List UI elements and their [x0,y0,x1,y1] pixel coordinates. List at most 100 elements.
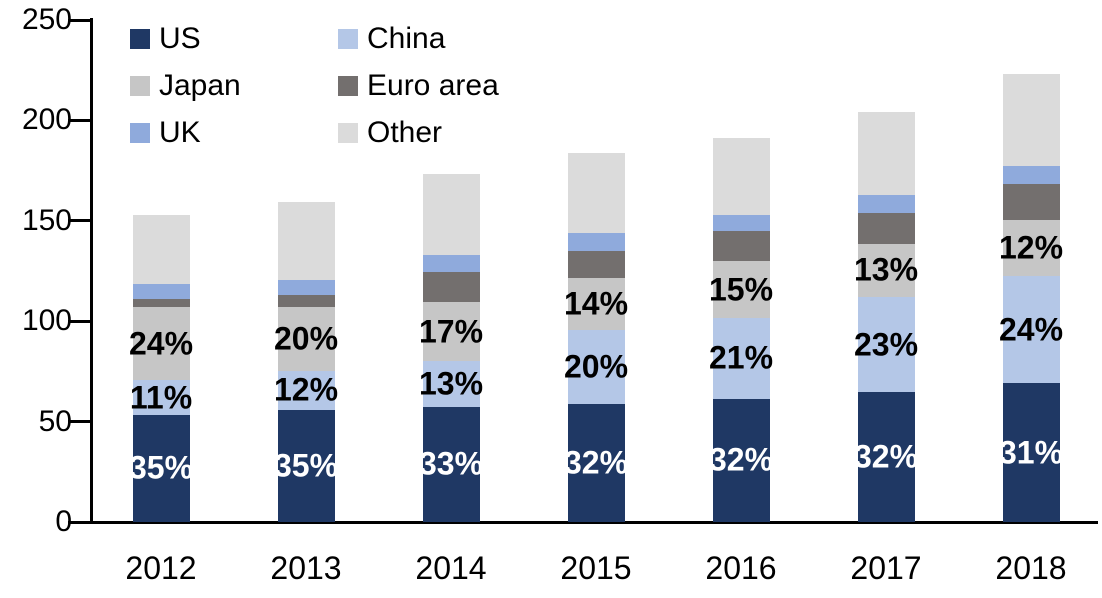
y-tick-label: 0 [55,505,72,538]
bar-segment-uk-2014 [422,254,480,272]
bar-segment-euro-area-2018 [1002,183,1060,220]
legend-label: Euro area [367,69,499,102]
bar-segment-euro-area-2017 [857,212,915,244]
y-tick-mark [68,319,90,323]
x-tick-label: 2018 [995,550,1067,586]
x-tick-label: 2013 [270,550,342,586]
bar-segment-uk-2013 [277,280,335,296]
legend-swatch-icon [130,76,150,96]
legend-swatch-icon [338,29,358,49]
bar-segment-us-2012 [132,414,190,522]
bar-segment-euro-area-2013 [277,295,335,308]
segment-label: 32% [708,441,774,478]
segment-label: 24% [128,325,194,362]
bar-segment-japan-2018 [1002,219,1060,276]
y-tick-label: 50 [38,404,72,438]
bar-segment-japan-2014 [422,302,480,362]
segment-label: 24% [998,311,1064,348]
legend-item-euro-area: Euro area [338,69,499,103]
x-tick-label: 2016 [705,550,777,586]
y-tick-label: 100 [21,304,72,338]
legend-swatch-icon [338,123,358,143]
bar-segment-other-2013 [277,201,335,281]
bar-segment-other-2012 [132,214,190,285]
bar-segment-euro-area-2016 [712,230,770,261]
segment-label: 31% [998,434,1064,471]
segment-label: 33% [418,445,484,482]
x-axis-line [90,521,1098,524]
bar-segment-japan-2015 [567,278,625,331]
segment-label: 32% [563,444,629,481]
segment-label: 35% [273,447,339,484]
segment-label: 32% [853,438,919,475]
bar-segment-euro-area-2014 [422,272,480,303]
y-tick-mark [68,520,90,524]
bar-segment-china-2012 [132,380,190,415]
segment-label: 20% [273,320,339,357]
bar-segment-china-2015 [567,330,625,404]
legend-item-china: China [338,22,499,56]
legend-item-us: US [130,22,338,56]
y-axis-line [90,18,93,524]
bar-segment-uk-2015 [567,232,625,251]
bar-segment-other-2017 [857,112,915,195]
bar-segment-china-2017 [857,297,915,393]
legend-label: Other [367,116,443,149]
legend-label: US [159,22,201,55]
bar-segment-japan-2017 [857,243,915,298]
x-tick-label: 2012 [125,550,197,586]
bar-segment-other-2016 [712,138,770,215]
y-tick-label: 200 [21,103,72,137]
x-tick-label: 2015 [560,550,632,586]
legend-swatch-icon [338,76,358,96]
x-tick-label: 2014 [415,550,487,586]
legend-label: China [367,22,446,55]
y-tick-mark [68,219,90,223]
legend-item-japan: Japan [130,69,338,103]
legend-label: Japan [159,69,241,102]
segment-label: 11% [129,379,193,415]
bar-segment-euro-area-2015 [567,250,625,278]
y-tick-label: 150 [21,203,72,237]
bar-segment-euro-area-2012 [132,299,190,308]
segment-label: 12% [998,229,1064,266]
segment-label: 21% [708,339,774,376]
segment-label: 12% [273,371,339,408]
bar-segment-japan-2016 [712,260,770,319]
bar-segment-us-2013 [277,409,335,522]
bar-segment-other-2014 [422,173,480,255]
segment-label: 20% [563,348,629,385]
bar-segment-other-2018 [1002,74,1060,166]
bar-segment-china-2016 [712,318,770,399]
segment-label: 15% [708,271,774,308]
legend-label: UK [159,116,201,149]
bar-segment-us-2016 [712,398,770,522]
legend: US China Japan Euro area UK Other [130,22,499,150]
x-tick-label: 2017 [850,550,922,586]
bar-segment-uk-2017 [857,194,915,213]
segment-label: 13% [853,251,919,288]
bar-segment-china-2018 [1002,276,1060,384]
y-tick-mark [68,118,90,122]
bar-segment-us-2015 [567,403,625,522]
bar-segment-japan-2013 [277,307,335,372]
bar-segment-us-2017 [857,392,915,522]
segment-label: 13% [418,365,484,402]
y-tick-mark [68,18,90,22]
legend-swatch-icon [130,29,150,49]
legend-swatch-icon [130,123,150,143]
bar-segment-other-2015 [567,152,625,233]
segment-label: 14% [563,285,629,322]
legend-item-other: Other [338,116,499,150]
bar-segment-china-2013 [277,371,335,410]
bar-segment-us-2014 [422,406,480,522]
bar-segment-us-2018 [1002,383,1060,522]
segment-label: 17% [418,313,484,350]
bar-segment-japan-2012 [132,307,190,381]
y-tick-mark [68,420,90,424]
segment-label: 23% [853,326,919,363]
bar-segment-uk-2016 [712,214,770,231]
bar-segment-uk-2012 [132,284,190,300]
segment-label: 35% [128,449,194,486]
